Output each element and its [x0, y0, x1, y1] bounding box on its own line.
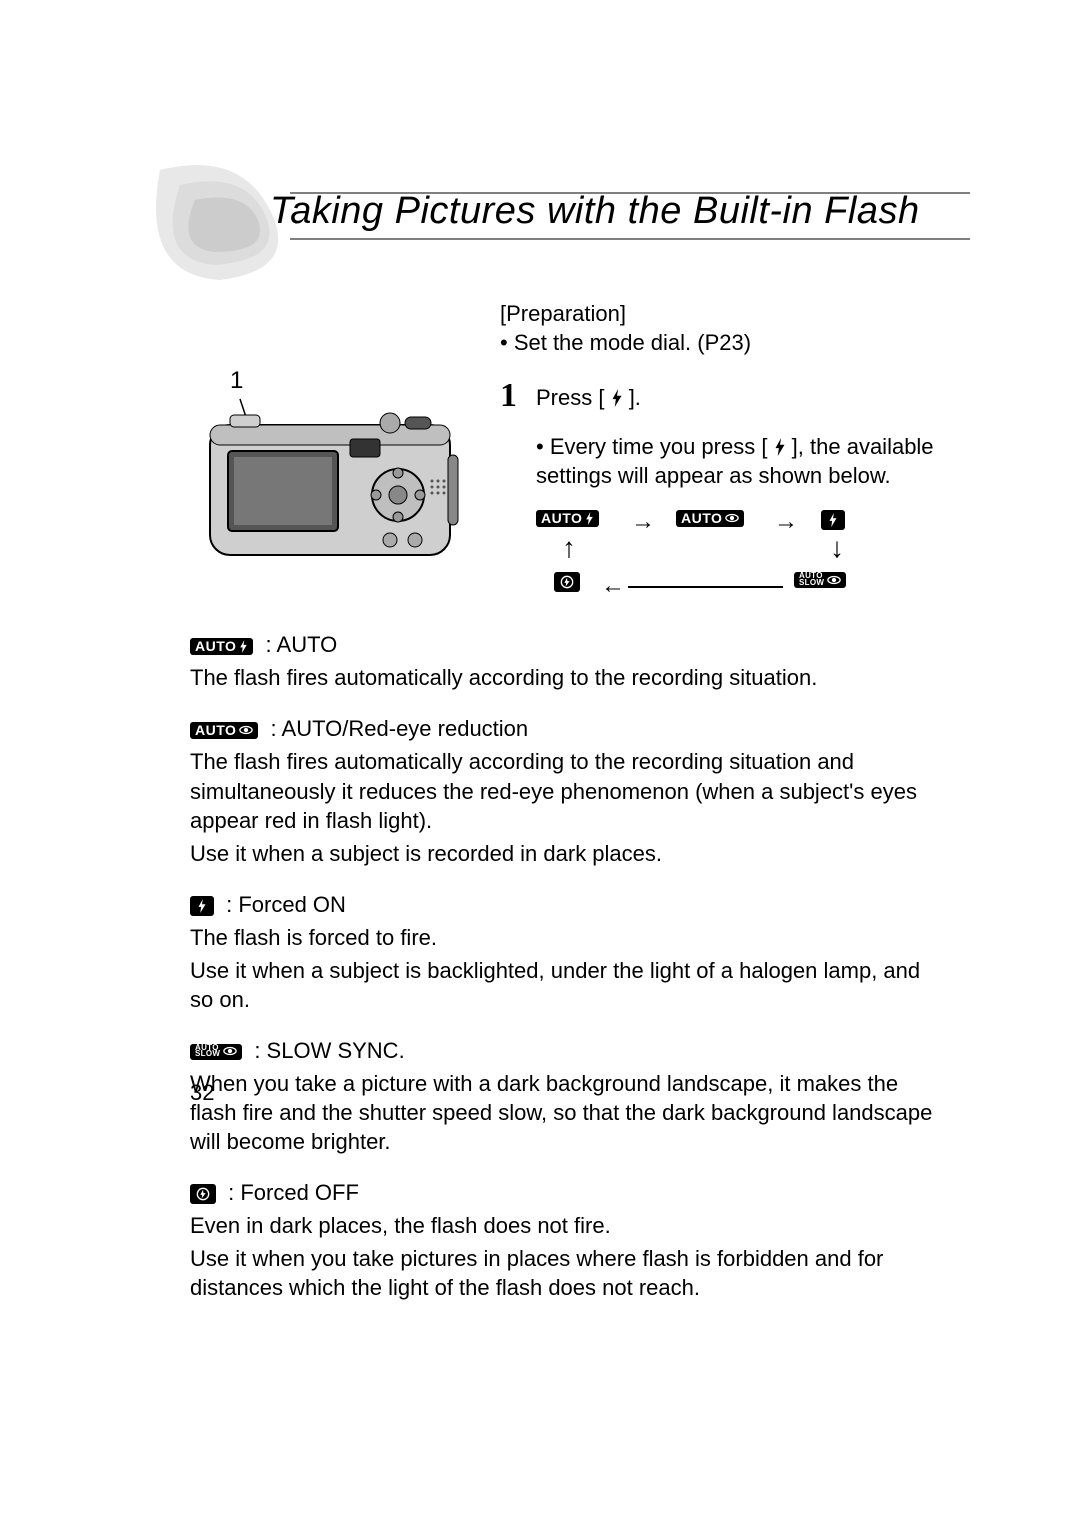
- step-note: • Every time you press [ ], the availabl…: [536, 433, 940, 490]
- mode-slow-sync: AUTO SLOW : SLOW SYNC. When you take a p…: [190, 1036, 940, 1156]
- mode-forced-off-title: : Forced OFF: [228, 1180, 359, 1205]
- flash-icon: [611, 389, 623, 407]
- step-instruction-suffix: ].: [623, 385, 641, 410]
- flash-mode-cycle: AUTO → AUTO → ↑ ↓ ←: [536, 510, 936, 600]
- mode-forced-on-body2: Use it when a subject is backlighted, un…: [190, 956, 940, 1014]
- badge-forced-off: [190, 1184, 216, 1204]
- mode-auto-redeye-title: : AUTO/Red-eye reduction: [271, 716, 529, 741]
- arrow-up-icon: ↑: [562, 532, 576, 564]
- page: Taking Pictures with the Built-in Flash …: [0, 0, 1080, 1526]
- slow-sync-label-stack: AUTOSLOW: [799, 573, 824, 586]
- flash-modes-descriptions: AUTO : AUTO The flash fires automaticall…: [190, 630, 940, 1302]
- step-instruction-column: 1 Press [ ]. • Every time you press [ ],…: [500, 377, 940, 600]
- cycle-badge-auto-flash: AUTO: [536, 510, 599, 527]
- badge-forced-on: [190, 896, 214, 916]
- mode-auto-redeye-body1: The flash fires automatically according …: [190, 747, 940, 834]
- step-number: 1: [500, 377, 536, 415]
- mode-slow-sync-title: : SLOW SYNC.: [254, 1038, 404, 1063]
- mode-auto: AUTO : AUTO The flash fires automaticall…: [190, 630, 940, 692]
- cycle-badge-auto-redeye: AUTO: [676, 510, 744, 527]
- page-title: Taking Pictures with the Built-in Flash: [270, 190, 920, 233]
- flash-icon: [828, 513, 838, 527]
- camera-illustration-column: 1: [190, 377, 500, 580]
- flash-icon: [197, 899, 207, 913]
- cycle-badge-slow-sync: AUTOSLOW: [794, 572, 846, 588]
- preparation-bullet: • Set the mode dial. (P23): [500, 329, 940, 358]
- cycle-badge-forced-off: [554, 572, 580, 592]
- badge-slow-sync: AUTO SLOW: [190, 1044, 242, 1060]
- mode-auto-title: : AUTO: [266, 632, 338, 657]
- flash-icon: [239, 640, 248, 653]
- step-instruction: Press [ ].: [536, 377, 641, 411]
- camera-illustration: [190, 395, 470, 575]
- flash-icon: [774, 438, 786, 456]
- mode-forced-off-body2: Use it when you take pictures in places …: [190, 1244, 940, 1302]
- preparation-heading: [Preparation]: [500, 300, 940, 329]
- arrow-right-icon: →: [631, 508, 655, 536]
- flash-off-icon: [196, 1187, 210, 1201]
- mode-forced-on-body1: The flash is forced to fire.: [190, 923, 940, 952]
- eye-icon: [725, 513, 739, 523]
- mode-auto-redeye-body2: Use it when a subject is recorded in dar…: [190, 839, 940, 868]
- badge-auto-redeye: AUTO: [190, 722, 258, 739]
- mode-auto-body: The flash fires automatically according …: [190, 663, 940, 692]
- slow-sync-label-stack: AUTO SLOW: [195, 1045, 220, 1058]
- mode-forced-off: : Forced OFF Even in dark places, the fl…: [190, 1178, 940, 1302]
- page-number: 32: [190, 1080, 214, 1106]
- preparation-block: [Preparation] • Set the mode dial. (P23): [500, 300, 940, 357]
- arrow-down-icon: ↓: [830, 532, 844, 564]
- badge-auto-flash: AUTO: [190, 638, 253, 655]
- mode-auto-redeye: AUTO : AUTO/Red-eye reduction The flash …: [190, 714, 940, 867]
- mode-forced-on-title: : Forced ON: [226, 892, 346, 917]
- mode-forced-on: : Forced ON The flash is forced to fire.…: [190, 890, 940, 1014]
- eye-icon: [239, 725, 253, 735]
- arrow-left-icon: ←: [601, 572, 625, 600]
- step-instruction-prefix: Press [: [536, 385, 611, 410]
- flash-icon: [585, 512, 594, 525]
- mode-forced-off-body1: Even in dark places, the flash does not …: [190, 1211, 940, 1240]
- step-note-prefix: • Every time you press [: [536, 434, 774, 459]
- header-rule-bottom: [290, 238, 970, 240]
- eye-icon: [827, 575, 841, 585]
- flash-off-icon: [560, 575, 574, 589]
- camera-callout-number: 1: [230, 367, 243, 395]
- cycle-badge-forced-on: [821, 510, 845, 530]
- page-header: Taking Pictures with the Built-in Flash: [190, 180, 940, 280]
- mode-slow-sync-body: When you take a picture with a dark back…: [190, 1069, 940, 1156]
- arrow-right-icon: →: [774, 508, 798, 536]
- step-row: 1: [190, 377, 940, 600]
- arrow-line: [628, 586, 783, 588]
- step-line: 1 Press [ ].: [500, 377, 940, 415]
- eye-icon: [223, 1046, 237, 1056]
